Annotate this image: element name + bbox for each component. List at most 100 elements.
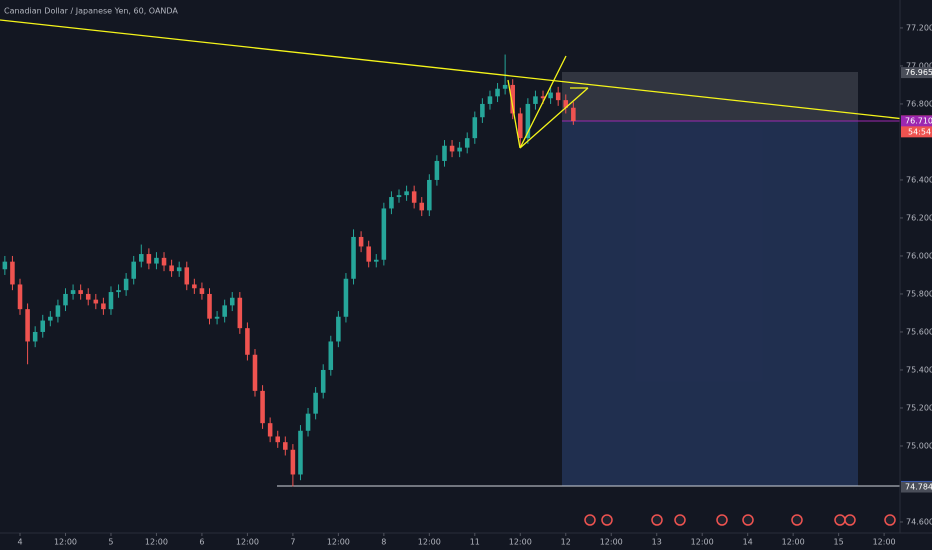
y-tick-label: 76.800 xyxy=(906,99,932,108)
candle-body xyxy=(396,195,402,198)
x-tick-label: 12:00 xyxy=(145,538,168,547)
candle-body xyxy=(10,261,15,285)
candle-body xyxy=(214,316,220,319)
chart-title: Canadian Dollar / Japanese Yen, 60, OAND… xyxy=(4,7,178,16)
candle-body xyxy=(252,354,258,391)
x-tick-label: 12:00 xyxy=(509,538,532,547)
price-label-bg xyxy=(901,481,932,493)
candle-body xyxy=(298,430,303,475)
candle-body xyxy=(93,299,99,304)
candle-body xyxy=(472,117,478,139)
stop-zone xyxy=(562,121,858,486)
candle-body xyxy=(480,103,485,118)
candle-body xyxy=(101,303,106,310)
wedge-line xyxy=(519,87,589,149)
candle-body xyxy=(518,113,523,139)
candle-body xyxy=(154,257,159,264)
countdown: 54:54 xyxy=(908,127,931,136)
x-tick-label: 7 xyxy=(290,538,295,547)
x-tick-label: 8 xyxy=(381,538,386,547)
candle-body xyxy=(525,103,531,139)
x-tick-label: 4 xyxy=(17,538,22,547)
x-tick-label: 12:00 xyxy=(782,538,805,547)
target-zone xyxy=(562,72,858,121)
x-tick-label: 5 xyxy=(108,538,113,547)
candle-body xyxy=(449,145,455,152)
candle-body xyxy=(343,278,349,317)
candle-body xyxy=(495,88,500,97)
candle-body xyxy=(176,267,182,272)
candle-body xyxy=(533,96,538,104)
candle-body xyxy=(237,297,243,329)
candle-body xyxy=(464,138,470,148)
candle-body xyxy=(222,305,227,317)
candle-body xyxy=(63,293,68,306)
candle-body xyxy=(563,100,569,108)
x-tick-label: 12:00 xyxy=(873,538,896,547)
candle-body xyxy=(373,259,379,262)
candle-body xyxy=(260,390,265,424)
candle-body xyxy=(540,96,546,99)
candle-body xyxy=(184,267,190,285)
candle-body xyxy=(245,328,250,355)
candle-body xyxy=(555,92,561,101)
x-tick-label: 12:00 xyxy=(327,538,350,547)
candle-body xyxy=(139,254,144,262)
x-tick-label: 15 xyxy=(834,538,844,547)
candle-body xyxy=(207,293,212,319)
candle-body xyxy=(267,423,273,437)
candle-body xyxy=(510,84,515,114)
y-tick-label: 75.000 xyxy=(906,441,932,450)
candle-body xyxy=(70,290,76,294)
x-tick-label: 11 xyxy=(470,538,480,547)
x-tick-label: 12:00 xyxy=(691,538,714,547)
candle-body xyxy=(381,208,387,260)
price-label-bg xyxy=(901,67,932,79)
candle-body xyxy=(40,320,46,332)
trend-line xyxy=(0,19,932,123)
candle-body xyxy=(328,341,334,370)
candle-body xyxy=(571,107,576,122)
y-tick-label: 75.200 xyxy=(906,403,932,412)
candle-body xyxy=(442,145,447,161)
x-tick-label: 12 xyxy=(561,538,571,547)
x-tick-label: 12:00 xyxy=(236,538,259,547)
candle-body xyxy=(283,442,288,450)
x-tick-label: 12:00 xyxy=(418,538,441,547)
candles xyxy=(2,54,576,487)
price-label: 76.710 xyxy=(905,117,932,126)
y-tick-label: 75.600 xyxy=(906,327,932,336)
wedge-line xyxy=(519,55,567,149)
x-tick-label: 12:00 xyxy=(54,538,77,547)
y-tick-label: 76.400 xyxy=(906,175,932,184)
candle-body xyxy=(25,309,30,342)
candle-body xyxy=(32,331,38,342)
candle-body xyxy=(305,413,311,431)
candle-body xyxy=(229,297,235,306)
candle-body xyxy=(548,92,553,99)
x-tick-label: 12:00 xyxy=(600,538,623,547)
candle-body xyxy=(17,284,23,310)
candle-body xyxy=(161,257,167,266)
x-tick-label: 14 xyxy=(743,538,753,547)
candle-body xyxy=(457,147,462,152)
candle-body xyxy=(502,84,508,89)
candle-body xyxy=(169,265,174,272)
wedge-line xyxy=(507,79,521,149)
candle-body xyxy=(336,316,341,342)
candle-body xyxy=(199,288,205,294)
candle-body xyxy=(108,292,114,310)
x-tick-label: 13 xyxy=(652,538,662,547)
candle-body xyxy=(320,369,326,393)
price-label: 74.784 xyxy=(905,483,932,492)
price-label-bg xyxy=(901,115,932,127)
y-tick-label: 75.400 xyxy=(906,365,932,374)
candle-body xyxy=(411,191,417,203)
event-icons[interactable] xyxy=(584,514,896,526)
candle-body xyxy=(419,202,425,211)
candle-body xyxy=(404,191,409,196)
candle-body xyxy=(389,197,394,209)
y-tick-label: 75.800 xyxy=(906,289,932,298)
